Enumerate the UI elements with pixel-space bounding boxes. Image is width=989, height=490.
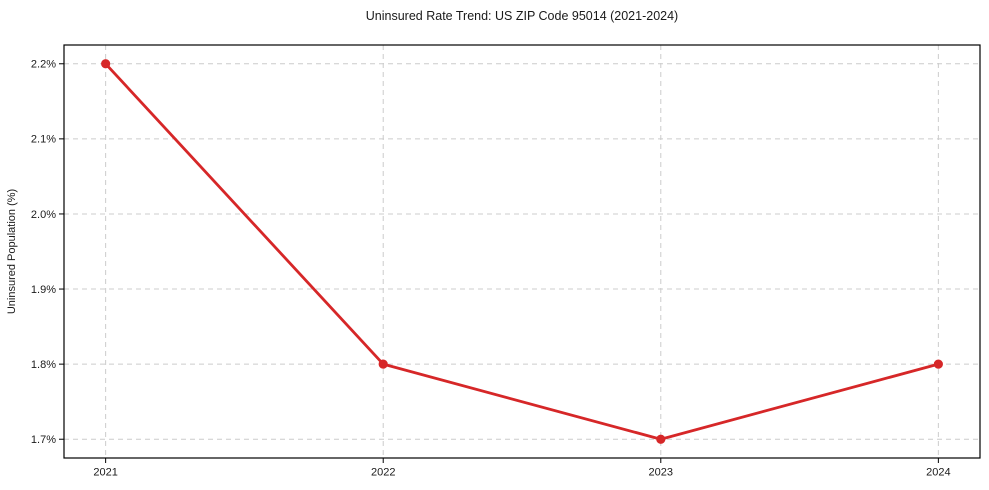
data-point-2023	[656, 434, 666, 444]
x-tick-label: 2024	[926, 467, 950, 479]
data-series	[101, 59, 943, 444]
y-tick-label: 1.8%	[31, 359, 56, 371]
axes	[63, 44, 981, 459]
chart-title: Uninsured Rate Trend: US ZIP Code 95014 …	[366, 9, 678, 23]
tick-marks-and-labels: 2021 2022 2023 2024 1.7% 1.8% 1.9% 2.0% 2.1% 2.2%	[31, 59, 951, 479]
y-tick-label: 2.2%	[31, 59, 56, 71]
data-point-2021	[101, 59, 111, 69]
plot-border	[63, 44, 981, 459]
y-tick-label: 2.1%	[31, 134, 56, 146]
y-tick-label: 1.7%	[31, 434, 56, 446]
gridlines	[64, 45, 980, 458]
trend-line	[104, 62, 940, 441]
x-tick-label: 2022	[371, 467, 395, 479]
y-axis-label: Uninsured Population (%)	[6, 189, 18, 314]
x-tick-label: 2023	[649, 467, 673, 479]
y-tick-label: 1.9%	[31, 284, 56, 296]
data-point-2022	[378, 359, 388, 369]
data-point-2024	[933, 359, 943, 369]
y-tick-label: 2.0%	[31, 209, 56, 221]
x-tick-label: 2021	[93, 467, 117, 479]
